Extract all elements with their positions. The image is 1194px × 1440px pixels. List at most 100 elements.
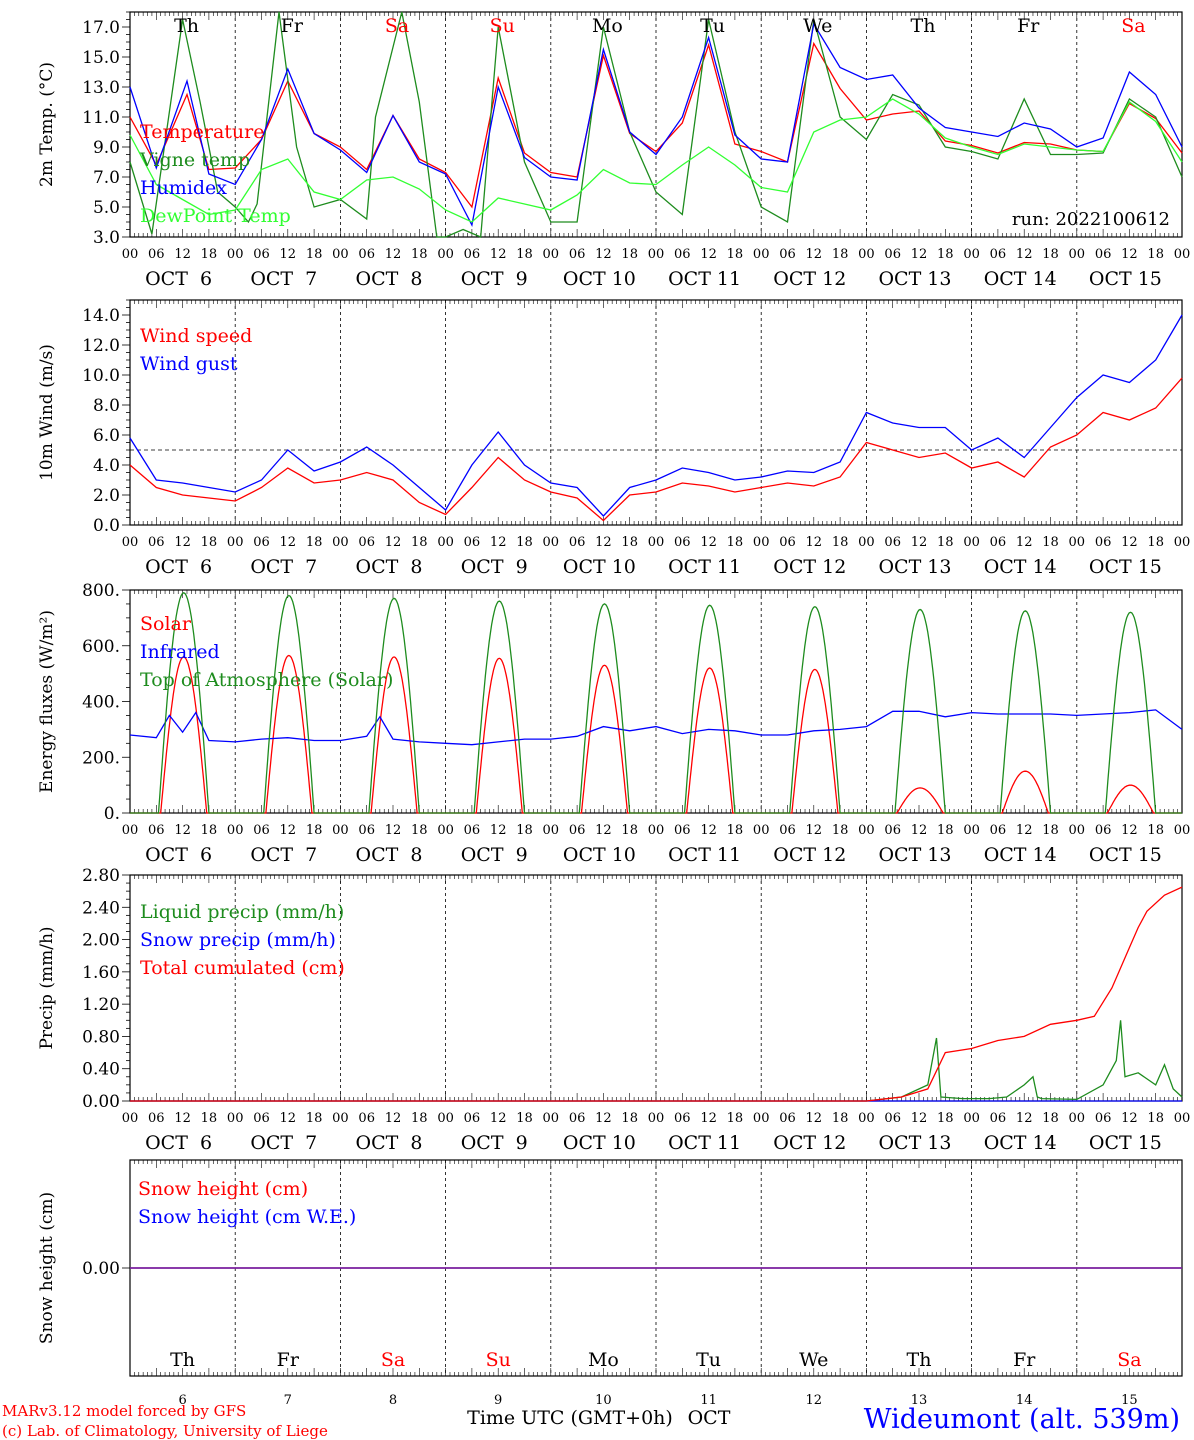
legend-entry: Humidex — [140, 177, 227, 199]
series-line-dewpoint-temp — [129, 98, 1183, 223]
hour-label: 00 — [122, 823, 139, 838]
hour-label: 00 — [543, 1111, 560, 1126]
hour-label: 12 — [911, 1111, 928, 1126]
hour-label: 18 — [306, 535, 323, 550]
date-label: OCT 10 — [563, 1132, 636, 1154]
date-label: OCT 13 — [878, 556, 951, 578]
legend-entry: Infrared — [140, 641, 220, 663]
hour-label: 00 — [332, 823, 349, 838]
plot-frame — [129, 11, 1183, 238]
series-line-temperature — [129, 41, 1183, 209]
model-credit: MARv3.12 model forced by GFS — [2, 1402, 246, 1420]
hour-label: 00 — [332, 247, 349, 262]
y-tick-label: 9.0 — [93, 138, 120, 158]
hour-label: 00 — [1069, 247, 1086, 262]
hour-label: 18 — [832, 823, 849, 838]
hour-label: 18 — [1042, 535, 1059, 550]
plot-frame — [129, 299, 1183, 526]
hour-label: 00 — [332, 535, 349, 550]
y-tick-label: 10.0 — [82, 366, 120, 386]
legend-entry: Vigne temp — [139, 149, 250, 171]
hour-label: 00 — [963, 247, 980, 262]
hour-label: 00 — [753, 1111, 770, 1126]
legend-entry: Snow height (cm) — [138, 1178, 308, 1200]
y-tick-label: 1.20 — [82, 995, 120, 1015]
hour-label: 00 — [963, 823, 980, 838]
date-label: OCT 15 — [1089, 1132, 1162, 1154]
date-label: OCT 7 — [250, 1132, 317, 1154]
hour-label: 00 — [1069, 823, 1086, 838]
legend-entry: Liquid precip (mm/h) — [140, 901, 344, 923]
date-label: OCT 8 — [356, 844, 423, 866]
hour-label: 18 — [516, 535, 533, 550]
hour-label: 12 — [595, 823, 612, 838]
y-tick-label: 2.40 — [82, 898, 120, 918]
y-tick-label: 200. — [82, 748, 120, 768]
hour-label: 12 — [700, 1111, 717, 1126]
y-tick-label: 2.80 — [82, 866, 120, 886]
hour-label: 00 — [543, 823, 560, 838]
hour-label: 18 — [516, 247, 533, 262]
hour-label: 18 — [621, 247, 638, 262]
series-line-liquid-precip-mm-h — [130, 1020, 1183, 1102]
hour-label: 00 — [648, 247, 665, 262]
hour-label: 06 — [464, 1111, 481, 1126]
hour-label: 06 — [253, 247, 270, 262]
hour-label: 06 — [1095, 247, 1112, 262]
hour-label: 06 — [990, 823, 1007, 838]
hour-label: 00 — [122, 247, 139, 262]
y-tick-label: 7.0 — [93, 168, 120, 188]
hour-label: 18 — [1147, 1111, 1164, 1126]
hour-label: 12 — [174, 535, 191, 550]
hour-label: 12 — [1016, 823, 1033, 838]
series-line-wind-speed — [129, 377, 1183, 522]
hour-label: 12 — [1121, 823, 1138, 838]
hour-label: 00 — [858, 247, 875, 262]
weekday-label: Fr — [1017, 15, 1040, 37]
hour-label: 18 — [727, 247, 744, 262]
hour-label: 06 — [148, 823, 165, 838]
hour-label: 18 — [1147, 247, 1164, 262]
weekday-label: Mo — [588, 1349, 619, 1371]
hour-label: 00 — [227, 247, 244, 262]
panel-3: 0. 200. 400. 600. 800. Energy fluxes (W/m²) So… — [37, 581, 1190, 866]
day-number-label: 10 — [595, 1393, 612, 1408]
hour-label: 06 — [674, 535, 691, 550]
hour-label: 12 — [911, 535, 928, 550]
date-label: OCT 14 — [984, 844, 1057, 866]
day-number-label: 9 — [494, 1393, 502, 1408]
hour-label: 00 — [543, 247, 560, 262]
hour-label: 18 — [727, 535, 744, 550]
hour-label: 12 — [1016, 535, 1033, 550]
hour-label: 18 — [201, 823, 218, 838]
hour-label: 00 — [753, 247, 770, 262]
hour-label: 06 — [569, 247, 586, 262]
hour-label: 00 — [753, 535, 770, 550]
hour-label: 00 — [1069, 535, 1086, 550]
hour-label: 12 — [1121, 1111, 1138, 1126]
day-number-label: 13 — [911, 1393, 928, 1408]
hour-label: 00 — [227, 1111, 244, 1126]
day-number-label: 15 — [1121, 1393, 1138, 1408]
hour-label: 06 — [884, 823, 901, 838]
legend-entry: Temperature — [140, 121, 264, 143]
hour-label: 00 — [753, 823, 770, 838]
hour-label: 12 — [280, 247, 297, 262]
weekday-label: Fr — [277, 1349, 300, 1371]
weekday-label: Th — [907, 1349, 932, 1371]
hour-label: 18 — [306, 823, 323, 838]
day-number-label: 8 — [389, 1393, 397, 1408]
plot-frame — [129, 589, 1183, 814]
weekday-label: Th — [174, 15, 199, 37]
hour-label: 12 — [174, 823, 191, 838]
date-label: OCT 7 — [250, 268, 317, 290]
hour-label: 12 — [911, 247, 928, 262]
date-label: OCT 6 — [145, 844, 212, 866]
hour-label: 06 — [779, 247, 796, 262]
hour-label: 06 — [569, 823, 586, 838]
hour-label: 12 — [490, 247, 507, 262]
hour-label: 06 — [674, 823, 691, 838]
x-axis-title: Time UTC (GMT+0h) — [467, 1407, 673, 1429]
day-number-label: 12 — [806, 1393, 823, 1408]
